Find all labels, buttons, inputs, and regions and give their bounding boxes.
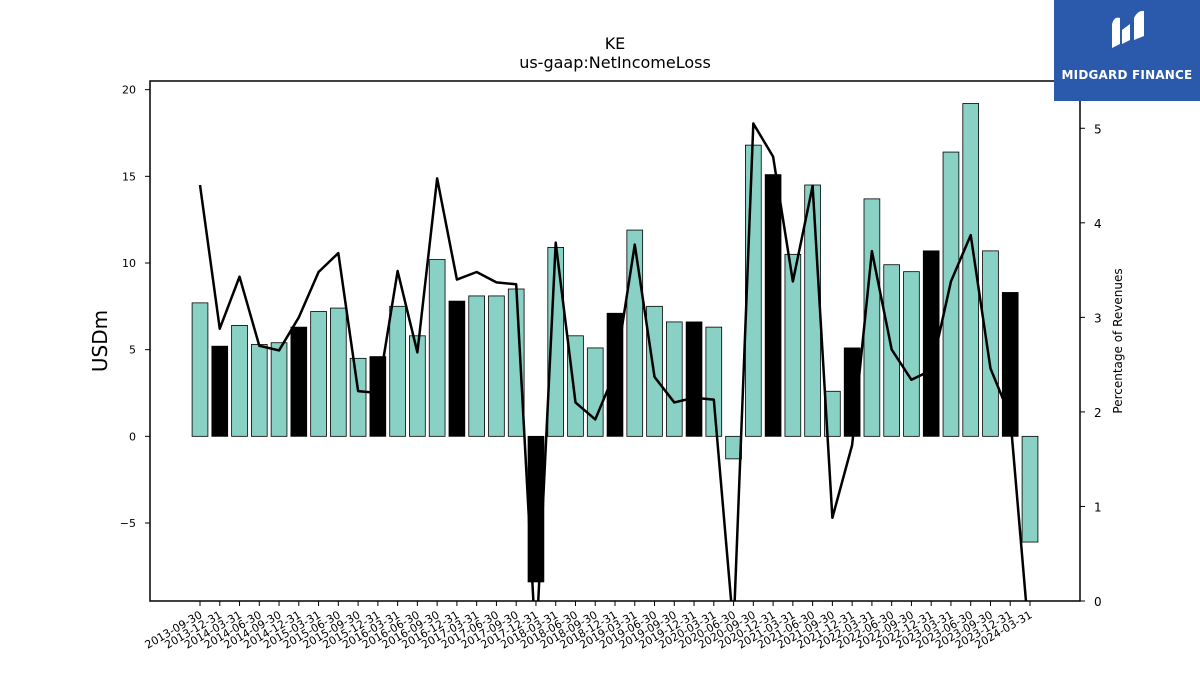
- bar: [330, 307, 347, 437]
- bar: [369, 356, 387, 437]
- bar: [982, 250, 999, 437]
- y-tick-label: 15: [122, 170, 136, 183]
- y-axis-left: −5 0 5 10 15 20: [120, 84, 150, 530]
- bar: [428, 259, 446, 437]
- bar: [626, 229, 644, 437]
- y-axis-label-right: Percentage of Revenues: [1111, 268, 1125, 413]
- bar: [250, 344, 268, 437]
- bar: [468, 295, 485, 437]
- bar: [191, 302, 209, 437]
- y2-tick-label: 0: [1094, 595, 1102, 609]
- y-tick-label: 10: [122, 257, 136, 270]
- bar: [290, 326, 308, 437]
- bar: [784, 253, 802, 437]
- y2-tick-label: 1: [1094, 500, 1102, 514]
- bar: [488, 295, 505, 437]
- bar: [942, 151, 960, 437]
- y-axis-right: 0 1 2 3 4 5: [1080, 122, 1102, 609]
- bar: [1001, 292, 1019, 437]
- bar: [507, 288, 525, 437]
- brand-logo: MIDGARD FINANCE: [1054, 0, 1200, 101]
- bar: [270, 342, 288, 437]
- y-tick-label: 5: [129, 344, 136, 357]
- bar: [705, 326, 723, 437]
- x-axis: 2013-09-302013-12-312014-03-312014-06-30…: [143, 601, 1035, 652]
- bar: [211, 345, 229, 437]
- bar: [586, 347, 604, 437]
- bar: [685, 321, 703, 437]
- logo-text: MIDGARD FINANCE: [1061, 68, 1193, 82]
- bar: [231, 324, 248, 437]
- bar: [389, 305, 406, 437]
- bar: [310, 311, 327, 437]
- chart-title: KE: [605, 34, 626, 53]
- y-tick-label: −5: [120, 517, 136, 530]
- bar: [824, 390, 841, 437]
- line-series: [198, 122, 1028, 601]
- chart-subtitle: us-gaap:NetIncomeLoss: [519, 53, 711, 72]
- bar: [409, 335, 426, 437]
- y-axis-label-left: USDm: [88, 310, 112, 372]
- bar: [804, 184, 821, 437]
- midgard-logo-icon: [1112, 10, 1144, 48]
- y2-tick-label: 3: [1094, 311, 1102, 325]
- bar: [962, 103, 980, 437]
- bar: [448, 300, 466, 437]
- bar: [903, 271, 920, 437]
- y2-tick-label: 5: [1094, 122, 1102, 136]
- bar: [665, 321, 683, 437]
- y2-tick-label: 2: [1094, 406, 1102, 420]
- bar-series: [191, 103, 1039, 583]
- y2-tick-label: 4: [1094, 217, 1102, 231]
- y-tick-label: 0: [129, 430, 136, 443]
- percentage-line: [198, 122, 1028, 601]
- bar: [349, 357, 367, 437]
- bar: [764, 174, 782, 437]
- y-tick-label: 20: [122, 84, 136, 97]
- bar: [1021, 435, 1039, 543]
- bar: [725, 435, 742, 460]
- bar: [922, 250, 940, 437]
